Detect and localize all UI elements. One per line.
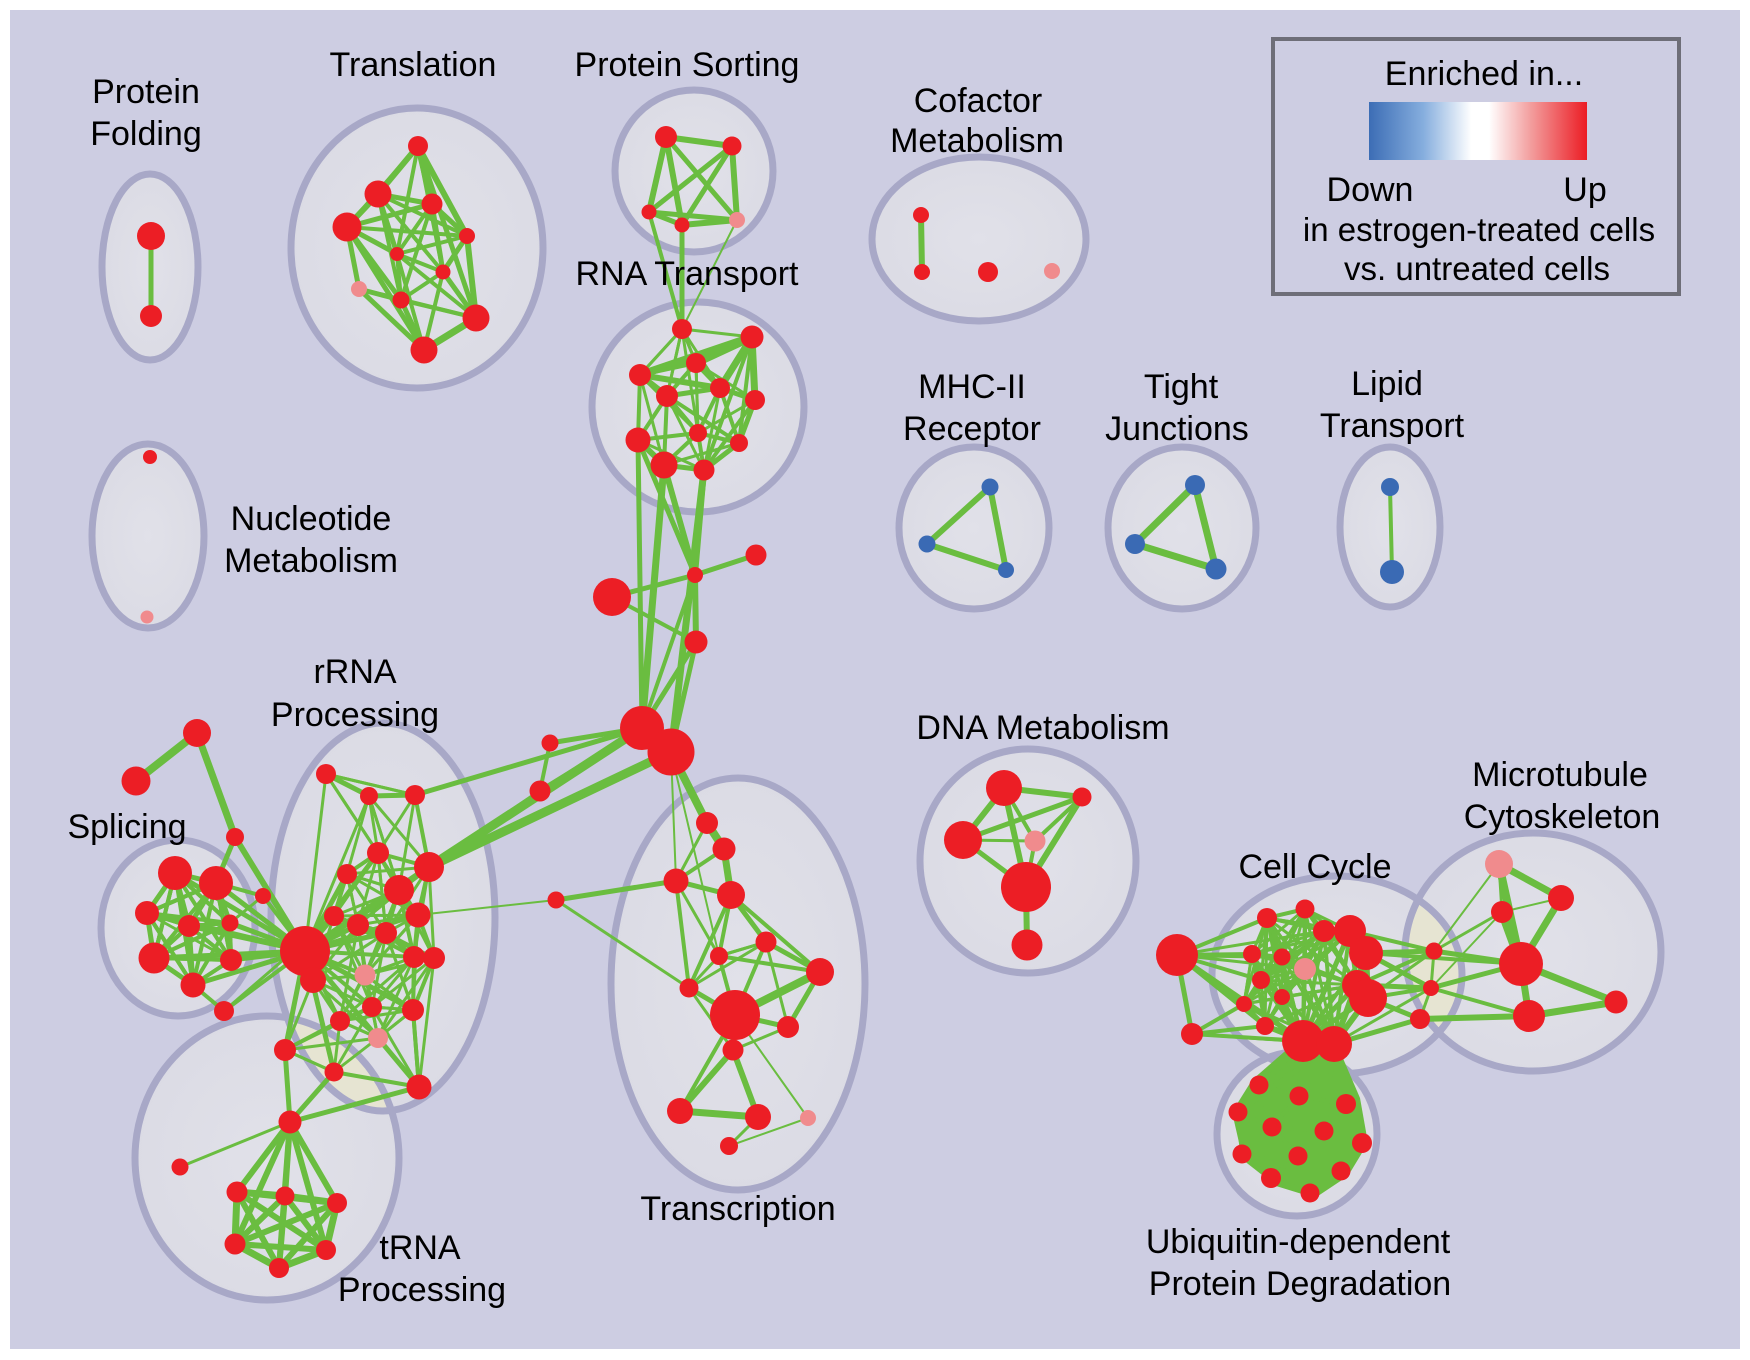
svg-text:in estrogen-treated cells: in estrogen-treated cells [1303, 211, 1655, 248]
svg-text:DNA Metabolism: DNA Metabolism [916, 709, 1169, 747]
svg-text:vs. untreated cells: vs. untreated cells [1344, 250, 1610, 287]
svg-text:Receptor: Receptor [903, 410, 1041, 448]
svg-text:Processing: Processing [271, 696, 439, 734]
svg-text:Ubiquitin-dependent: Ubiquitin-dependent [1146, 1223, 1451, 1261]
svg-text:MHC-II: MHC-II [918, 368, 1026, 406]
svg-text:Down: Down [1327, 171, 1414, 209]
svg-text:Microtubule: Microtubule [1472, 756, 1648, 794]
svg-text:Protein Degradation: Protein Degradation [1149, 1265, 1451, 1303]
svg-text:Nucleotide: Nucleotide [231, 500, 392, 538]
svg-text:Protein: Protein [92, 73, 200, 111]
svg-text:Processing: Processing [338, 1271, 506, 1309]
svg-text:Up: Up [1563, 171, 1606, 209]
svg-text:Enriched in...: Enriched in... [1385, 55, 1583, 93]
svg-text:RNA Transport: RNA Transport [576, 255, 800, 293]
svg-text:Cytoskeleton: Cytoskeleton [1464, 798, 1661, 836]
svg-text:Splicing: Splicing [67, 808, 186, 846]
svg-text:Folding: Folding [90, 115, 202, 153]
svg-text:Metabolism: Metabolism [224, 542, 398, 580]
svg-text:Protein Sorting: Protein Sorting [575, 46, 800, 84]
svg-text:tRNA: tRNA [379, 1229, 461, 1267]
svg-text:Junctions: Junctions [1105, 410, 1249, 448]
svg-text:Tight: Tight [1144, 368, 1219, 406]
svg-text:Translation: Translation [330, 46, 497, 84]
svg-text:Cell Cycle: Cell Cycle [1238, 848, 1391, 886]
svg-text:rRNA: rRNA [313, 653, 396, 691]
svg-text:Transcription: Transcription [640, 1190, 835, 1228]
svg-text:Metabolism: Metabolism [890, 122, 1064, 160]
svg-text:Transport: Transport [1320, 407, 1465, 445]
svg-text:Lipid: Lipid [1351, 365, 1423, 403]
svg-text:Cofactor: Cofactor [914, 82, 1043, 120]
